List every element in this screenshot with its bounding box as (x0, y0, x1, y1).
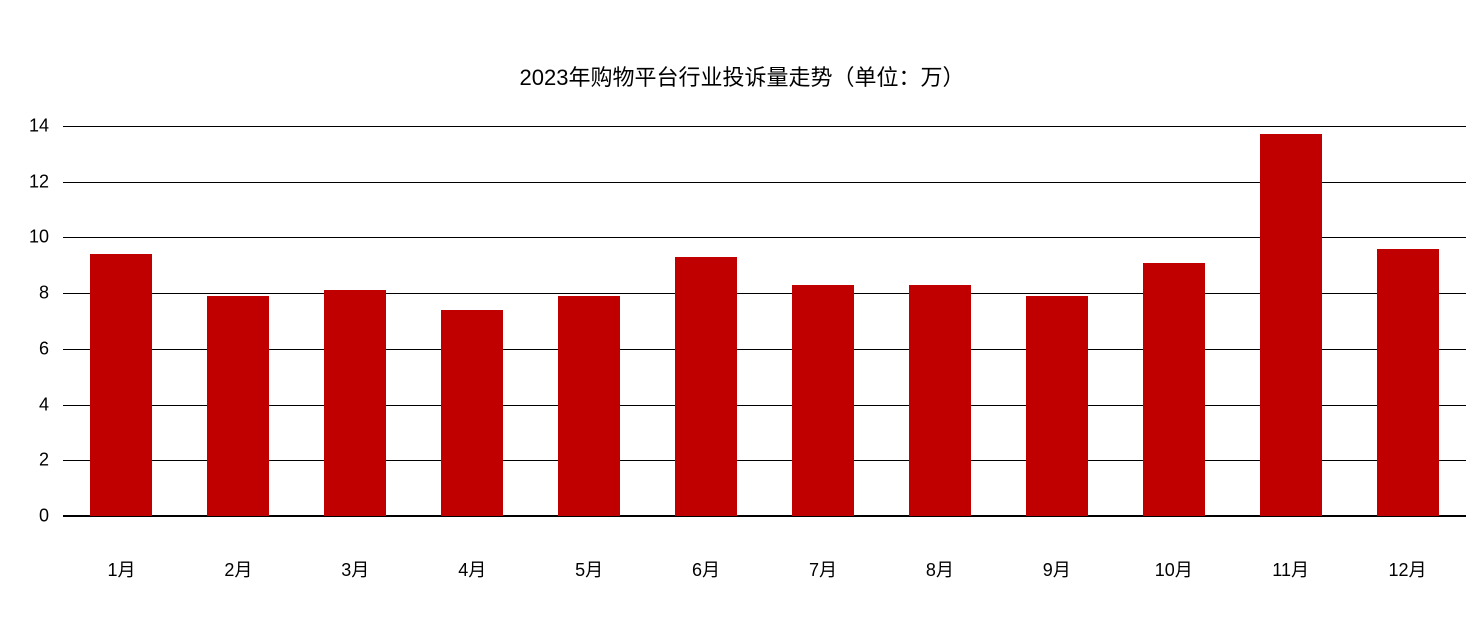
gridline (63, 405, 1466, 406)
ytick-label: 8 (39, 283, 63, 304)
bar (1026, 296, 1088, 516)
gridline (63, 126, 1466, 127)
ytick-label: 2 (39, 450, 63, 471)
gridline (63, 182, 1466, 183)
chart-title: 2023年购物平台行业投诉量走势（单位：万） (0, 60, 1484, 92)
bar (1377, 249, 1439, 516)
xtick-label: 9月 (1043, 556, 1071, 582)
bar (792, 285, 854, 516)
gridline (63, 460, 1466, 461)
plot-area: 024681012141月2月3月4月5月6月7月8月9月10月11月12月 (63, 126, 1466, 516)
ytick-label: 12 (29, 171, 63, 192)
bar (441, 310, 503, 516)
ytick-label: 10 (29, 227, 63, 248)
ytick-label: 0 (39, 506, 63, 527)
xtick-label: 8月 (926, 556, 954, 582)
gridline (63, 349, 1466, 350)
gridline (63, 237, 1466, 238)
ytick-label: 4 (39, 394, 63, 415)
bar (675, 257, 737, 516)
xtick-label: 3月 (341, 556, 369, 582)
xtick-label: 2月 (224, 556, 252, 582)
xtick-label: 7月 (809, 556, 837, 582)
xtick-label: 11月 (1272, 556, 1309, 582)
bar (1143, 263, 1205, 517)
xtick-label: 1月 (107, 556, 135, 582)
xtick-label: 10月 (1155, 556, 1193, 582)
x-axis-line (63, 515, 1466, 517)
xtick-label: 6月 (692, 556, 720, 582)
bar (909, 285, 971, 516)
bar (558, 296, 620, 516)
complaints-bar-chart: 2023年购物平台行业投诉量走势（单位：万） 024681012141月2月3月… (0, 0, 1484, 630)
xtick-label: 5月 (575, 556, 603, 582)
bar (90, 254, 152, 516)
xtick-label: 4月 (458, 556, 486, 582)
ytick-label: 14 (29, 116, 63, 137)
bar (1260, 134, 1322, 516)
bar (324, 290, 386, 516)
xtick-label: 12月 (1389, 556, 1427, 582)
gridline (63, 293, 1466, 294)
bar (207, 296, 269, 516)
ytick-label: 6 (39, 338, 63, 359)
